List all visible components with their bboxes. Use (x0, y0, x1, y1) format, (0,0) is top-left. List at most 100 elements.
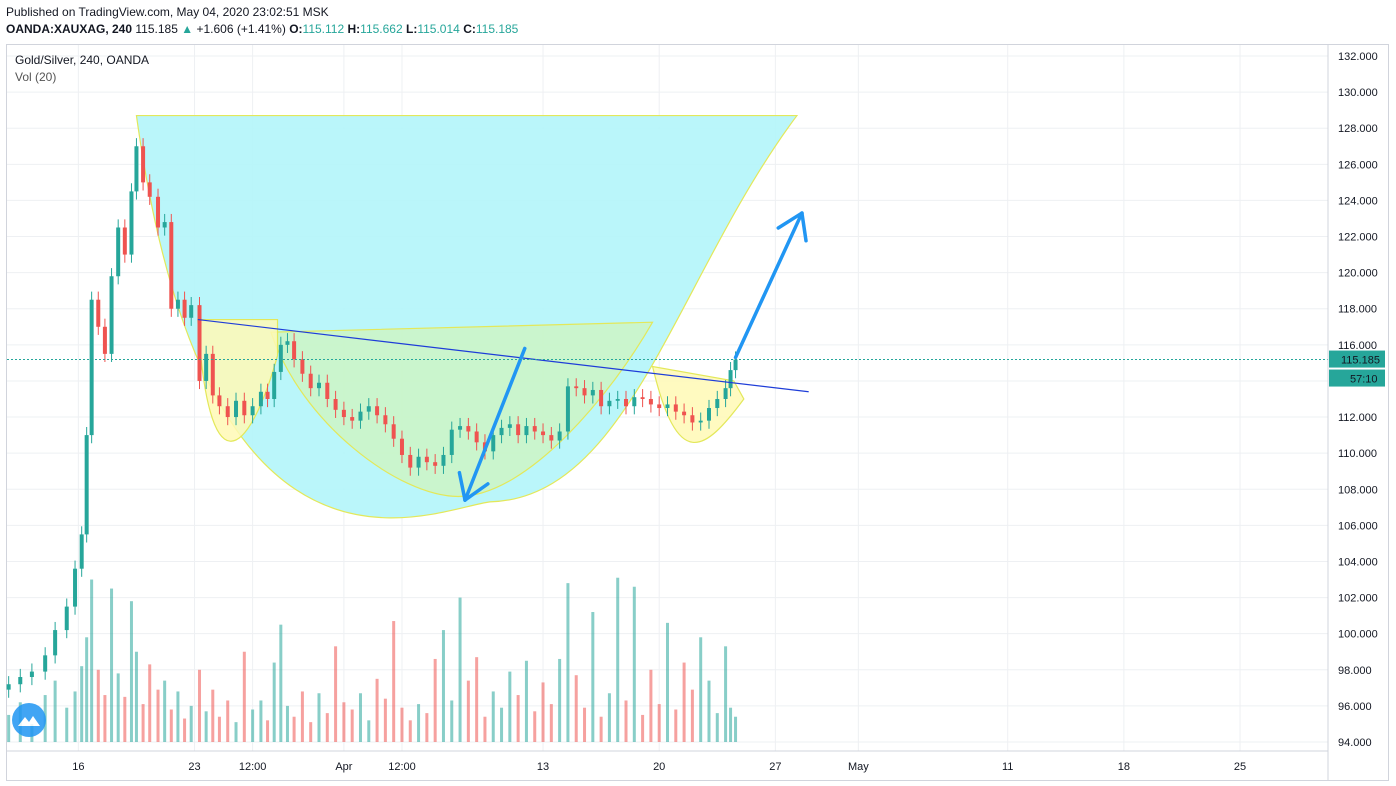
candle-body (272, 371, 277, 399)
volume-bar (524, 660, 528, 742)
legend-title[interactable]: Gold/Silver, 240, OANDA (15, 53, 150, 67)
volume-bar (533, 711, 537, 742)
candle-body (89, 299, 94, 436)
volume-bar (383, 698, 387, 742)
candle-body (599, 389, 604, 407)
candle-body (441, 454, 446, 466)
candle-body (325, 382, 330, 399)
candle-body (225, 406, 230, 418)
candle-body (350, 417, 355, 421)
chart-frame[interactable] (6, 44, 1389, 781)
candle-body (416, 456, 421, 468)
low-value: 115.014 (417, 22, 460, 36)
candle-body (706, 408, 711, 421)
volume-bar (272, 662, 276, 742)
volume-bar (392, 621, 396, 742)
volume-bar (234, 722, 238, 742)
volume-bar (674, 709, 678, 742)
volume-bar (729, 707, 733, 742)
volume-bar (616, 577, 620, 742)
volume-bar (123, 696, 127, 742)
volume-bar (549, 704, 553, 742)
volume-bar (189, 705, 193, 742)
y-tick-label: 124.000 (1338, 195, 1378, 207)
candle-body (549, 435, 554, 441)
candle-body (466, 426, 471, 432)
volume-bar (441, 630, 445, 742)
candle-body (308, 373, 313, 389)
candle-body (491, 435, 496, 452)
volume-bar (300, 691, 304, 742)
candle-body (424, 456, 429, 463)
x-tick-label: 25 (1234, 761, 1246, 773)
volume-bar (148, 664, 152, 742)
volume-bar (583, 707, 587, 742)
candle-body (84, 435, 89, 535)
candle-body (258, 391, 263, 407)
ohlc-line: OANDA:XAUXAG, 240 115.185 ▲ +1.606 (+1.4… (6, 22, 518, 36)
y-tick-label: 128.000 (1338, 123, 1378, 135)
volume-bar (483, 716, 487, 742)
candle-body (129, 191, 134, 255)
arrow-down-head (457, 470, 467, 502)
tradingview-logo-icon[interactable] (12, 703, 46, 737)
y-tick-label: 100.000 (1338, 629, 1378, 641)
y-tick-label: 110.000 (1338, 448, 1377, 460)
volume-bar (591, 612, 595, 742)
candle-body (673, 404, 678, 412)
candle-body (6, 684, 11, 690)
candle-body (234, 400, 239, 418)
candle-body (300, 359, 305, 374)
volume-bar (632, 586, 636, 742)
x-tick-label: 11 (1002, 761, 1013, 773)
volume-bar (251, 709, 255, 742)
volume-bar (85, 637, 89, 742)
volume-bar (163, 680, 167, 742)
open-label: O: (289, 22, 303, 36)
volume-bar (53, 680, 57, 742)
high-label: H: (347, 22, 361, 36)
x-tick-label: 13 (537, 761, 549, 773)
volume-bar (408, 720, 412, 742)
volume-bar (116, 673, 120, 742)
volume-bar (334, 646, 338, 742)
candle-body (250, 406, 255, 416)
volume-bar (707, 680, 711, 742)
y-tick-label: 130.000 (1338, 87, 1378, 99)
x-tick-label: 12:00 (388, 761, 416, 773)
candle-body (590, 389, 595, 396)
candle-body (733, 359, 738, 371)
candle-body (278, 344, 283, 372)
close-label: C: (463, 22, 476, 36)
candle-body (285, 341, 290, 345)
legend-volume[interactable]: Vol (20) (15, 70, 57, 84)
change-value: +1.606 (+1.41%) (196, 22, 286, 36)
volume-bar (292, 716, 296, 742)
volume-bar (129, 601, 133, 742)
candle-body (449, 429, 454, 455)
volume-bar (342, 702, 346, 742)
candle-body (210, 353, 215, 396)
volume-bar (259, 700, 263, 742)
candle-body (682, 411, 687, 416)
volume-bar (541, 682, 545, 742)
volume-bar (169, 709, 173, 742)
volume-bar (266, 720, 270, 742)
candle-body (341, 409, 346, 418)
y-tick-label: 106.000 (1338, 520, 1378, 532)
candle-body (383, 415, 388, 425)
y-tick-label: 120.000 (1338, 268, 1378, 280)
y-tick-label: 116.000 (1338, 340, 1377, 352)
volume-bar (7, 714, 11, 742)
volume-bar (734, 716, 738, 742)
y-tick-label: 108.000 (1338, 484, 1378, 496)
candle-body (574, 386, 579, 389)
y-tick-label: 126.000 (1338, 159, 1378, 171)
candle-body (358, 411, 363, 421)
volume-bar (574, 675, 578, 742)
x-tick-label: 23 (188, 761, 200, 773)
volume-bar (458, 597, 462, 742)
symbol-label[interactable]: OANDA:XAUXAG, 240 (6, 22, 133, 36)
y-tick-label: 96.000 (1338, 701, 1372, 713)
